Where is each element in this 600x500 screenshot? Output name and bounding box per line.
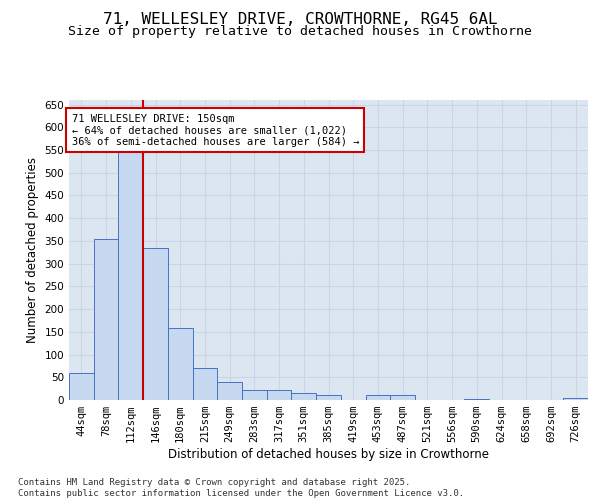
Y-axis label: Number of detached properties: Number of detached properties (26, 157, 39, 343)
Bar (242, 390, 267, 400)
Bar (94, 238, 118, 400)
Bar (143, 248, 168, 400)
Bar (193, 368, 217, 400)
Bar (267, 390, 292, 400)
Bar (292, 393, 316, 400)
Bar (217, 382, 242, 400)
Text: 71, WELLESLEY DRIVE, CROWTHORNE, RG45 6AL: 71, WELLESLEY DRIVE, CROWTHORNE, RG45 6A… (103, 12, 497, 28)
Bar (118, 152, 143, 400)
Bar (316, 396, 341, 400)
Bar (168, 328, 193, 400)
X-axis label: Distribution of detached houses by size in Crowthorne: Distribution of detached houses by size … (168, 448, 489, 461)
Bar (69, 372, 94, 400)
Text: Contains HM Land Registry data © Crown copyright and database right 2025.
Contai: Contains HM Land Registry data © Crown c… (18, 478, 464, 498)
Text: Size of property relative to detached houses in Crowthorne: Size of property relative to detached ho… (68, 25, 532, 38)
Bar (464, 398, 489, 400)
Text: 71 WELLESLEY DRIVE: 150sqm
← 64% of detached houses are smaller (1,022)
36% of s: 71 WELLESLEY DRIVE: 150sqm ← 64% of deta… (71, 114, 359, 146)
Bar (390, 396, 415, 400)
Bar (365, 396, 390, 400)
Bar (563, 398, 588, 400)
